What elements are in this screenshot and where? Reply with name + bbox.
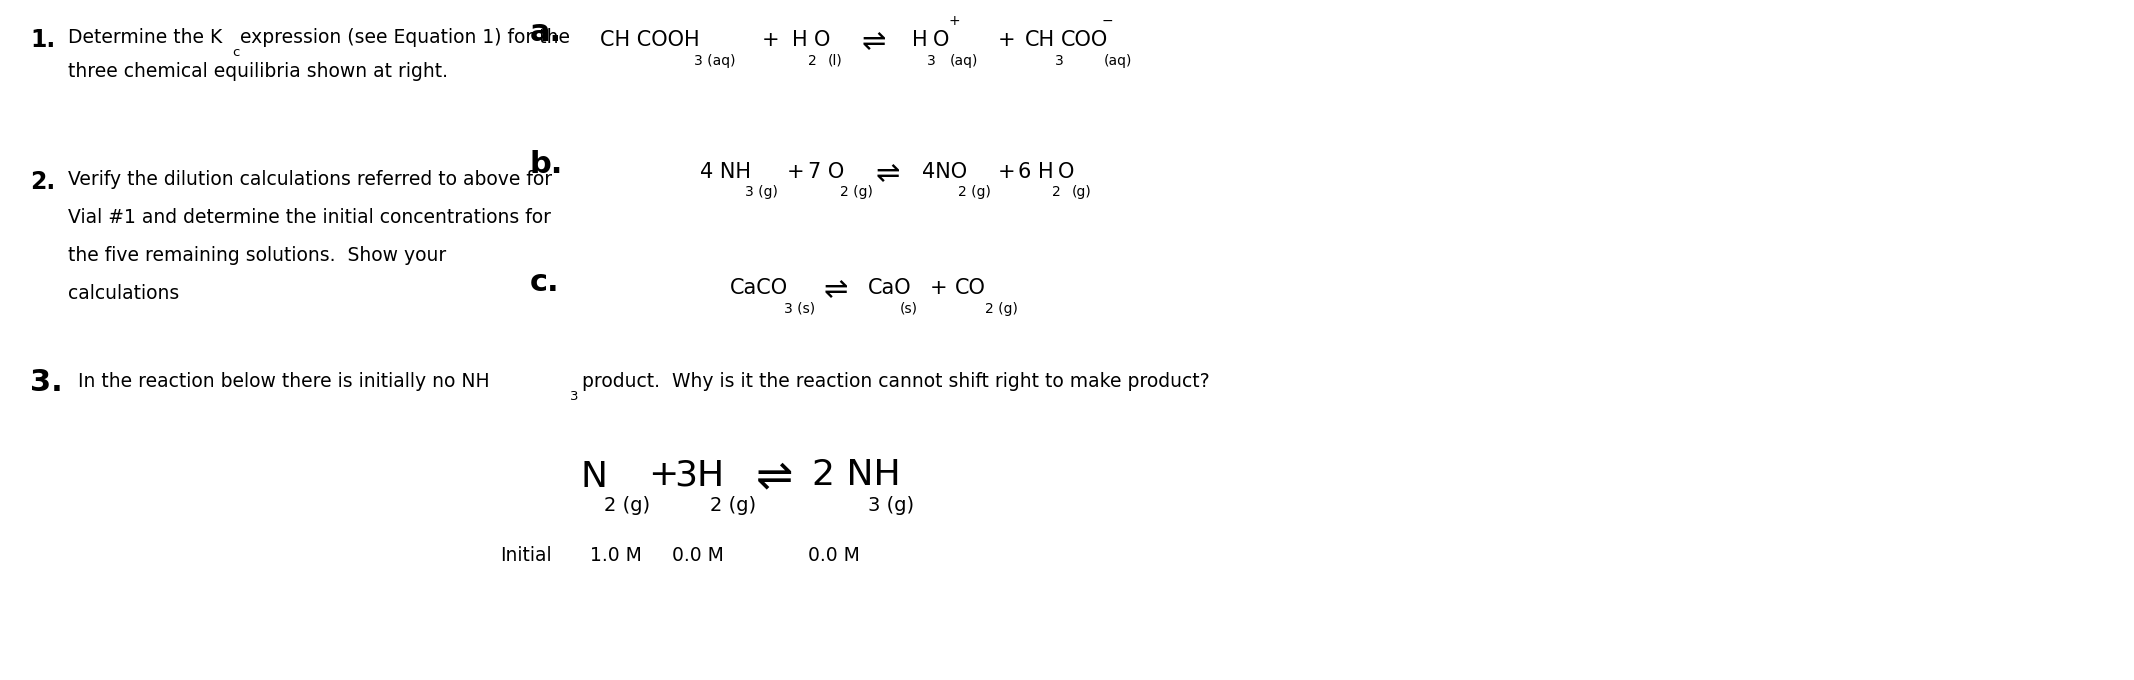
- Text: 2 (g): 2 (g): [604, 496, 651, 515]
- Text: (l): (l): [828, 54, 843, 68]
- Text: 0.0 M: 0.0 M: [672, 546, 723, 565]
- Text: −: −: [1101, 14, 1114, 28]
- Text: 3.: 3.: [30, 368, 62, 397]
- Text: ⇌: ⇌: [755, 455, 794, 498]
- Text: +: +: [930, 278, 947, 298]
- Text: calculations: calculations: [68, 284, 179, 303]
- Text: CaO: CaO: [869, 278, 911, 298]
- Text: 2 NH: 2 NH: [813, 458, 901, 492]
- Text: ⇌: ⇌: [875, 160, 901, 188]
- Text: 1.: 1.: [30, 28, 55, 52]
- Text: 3: 3: [1054, 54, 1063, 68]
- Text: 3: 3: [570, 390, 578, 403]
- Text: In the reaction below there is initially no NH: In the reaction below there is initially…: [79, 372, 489, 391]
- Text: Initial: Initial: [499, 546, 551, 565]
- Text: 0.0 M: 0.0 M: [809, 546, 860, 565]
- Text: O: O: [933, 30, 950, 50]
- Text: 2 (g): 2 (g): [958, 185, 990, 199]
- Text: 3 (g): 3 (g): [869, 496, 913, 515]
- Text: three chemical equilibria shown at right.: three chemical equilibria shown at right…: [68, 62, 448, 81]
- Text: 2 (g): 2 (g): [841, 185, 873, 199]
- Text: 3H: 3H: [674, 458, 723, 492]
- Text: Vial #1 and determine the initial concentrations for: Vial #1 and determine the initial concen…: [68, 208, 551, 227]
- Text: O: O: [813, 30, 830, 50]
- Text: 2 (g): 2 (g): [711, 496, 755, 515]
- Text: product.  Why is it the reaction cannot shift right to make product?: product. Why is it the reaction cannot s…: [576, 372, 1210, 391]
- Text: N: N: [580, 460, 606, 494]
- Text: +: +: [999, 30, 1016, 50]
- Text: a.: a.: [529, 18, 561, 47]
- Text: b.: b.: [529, 150, 563, 179]
- Text: CH COOH: CH COOH: [600, 30, 700, 50]
- Text: 2.: 2.: [30, 170, 55, 194]
- Text: (aq): (aq): [950, 54, 977, 68]
- Text: 4NO: 4NO: [922, 162, 967, 182]
- Text: c.: c.: [529, 268, 559, 297]
- Text: 4 NH: 4 NH: [700, 162, 751, 182]
- Text: Determine the K: Determine the K: [68, 28, 222, 47]
- Text: CaCO: CaCO: [730, 278, 787, 298]
- Text: CO: CO: [956, 278, 986, 298]
- Text: (g): (g): [1071, 185, 1093, 199]
- Text: 6 H: 6 H: [1018, 162, 1054, 182]
- Text: 2: 2: [1052, 185, 1061, 199]
- Text: H: H: [792, 30, 807, 50]
- Text: 2 (g): 2 (g): [986, 302, 1018, 316]
- Text: +: +: [649, 458, 679, 492]
- Text: 2: 2: [809, 54, 817, 68]
- Text: ⇌: ⇌: [862, 28, 886, 56]
- Text: 3: 3: [926, 54, 935, 68]
- Text: 3 (aq): 3 (aq): [694, 54, 736, 68]
- Text: (s): (s): [901, 302, 918, 316]
- Text: 7 O: 7 O: [809, 162, 845, 182]
- Text: H: H: [911, 30, 928, 50]
- Text: 1.0 M: 1.0 M: [589, 546, 642, 565]
- Text: +: +: [947, 14, 960, 28]
- Text: CH: CH: [1024, 30, 1054, 50]
- Text: 3 (s): 3 (s): [783, 302, 815, 316]
- Text: +: +: [762, 30, 779, 50]
- Text: +: +: [999, 162, 1016, 182]
- Text: 3 (g): 3 (g): [745, 185, 779, 199]
- Text: c: c: [233, 46, 239, 59]
- Text: ⇌: ⇌: [824, 276, 849, 304]
- Text: COO: COO: [1061, 30, 1108, 50]
- Text: +: +: [787, 162, 805, 182]
- Text: expression (see Equation 1) for the: expression (see Equation 1) for the: [239, 28, 570, 47]
- Text: Verify the dilution calculations referred to above for: Verify the dilution calculations referre…: [68, 170, 553, 189]
- Text: (aq): (aq): [1103, 54, 1133, 68]
- Text: O: O: [1058, 162, 1073, 182]
- Text: the five remaining solutions.  Show your: the five remaining solutions. Show your: [68, 246, 446, 265]
